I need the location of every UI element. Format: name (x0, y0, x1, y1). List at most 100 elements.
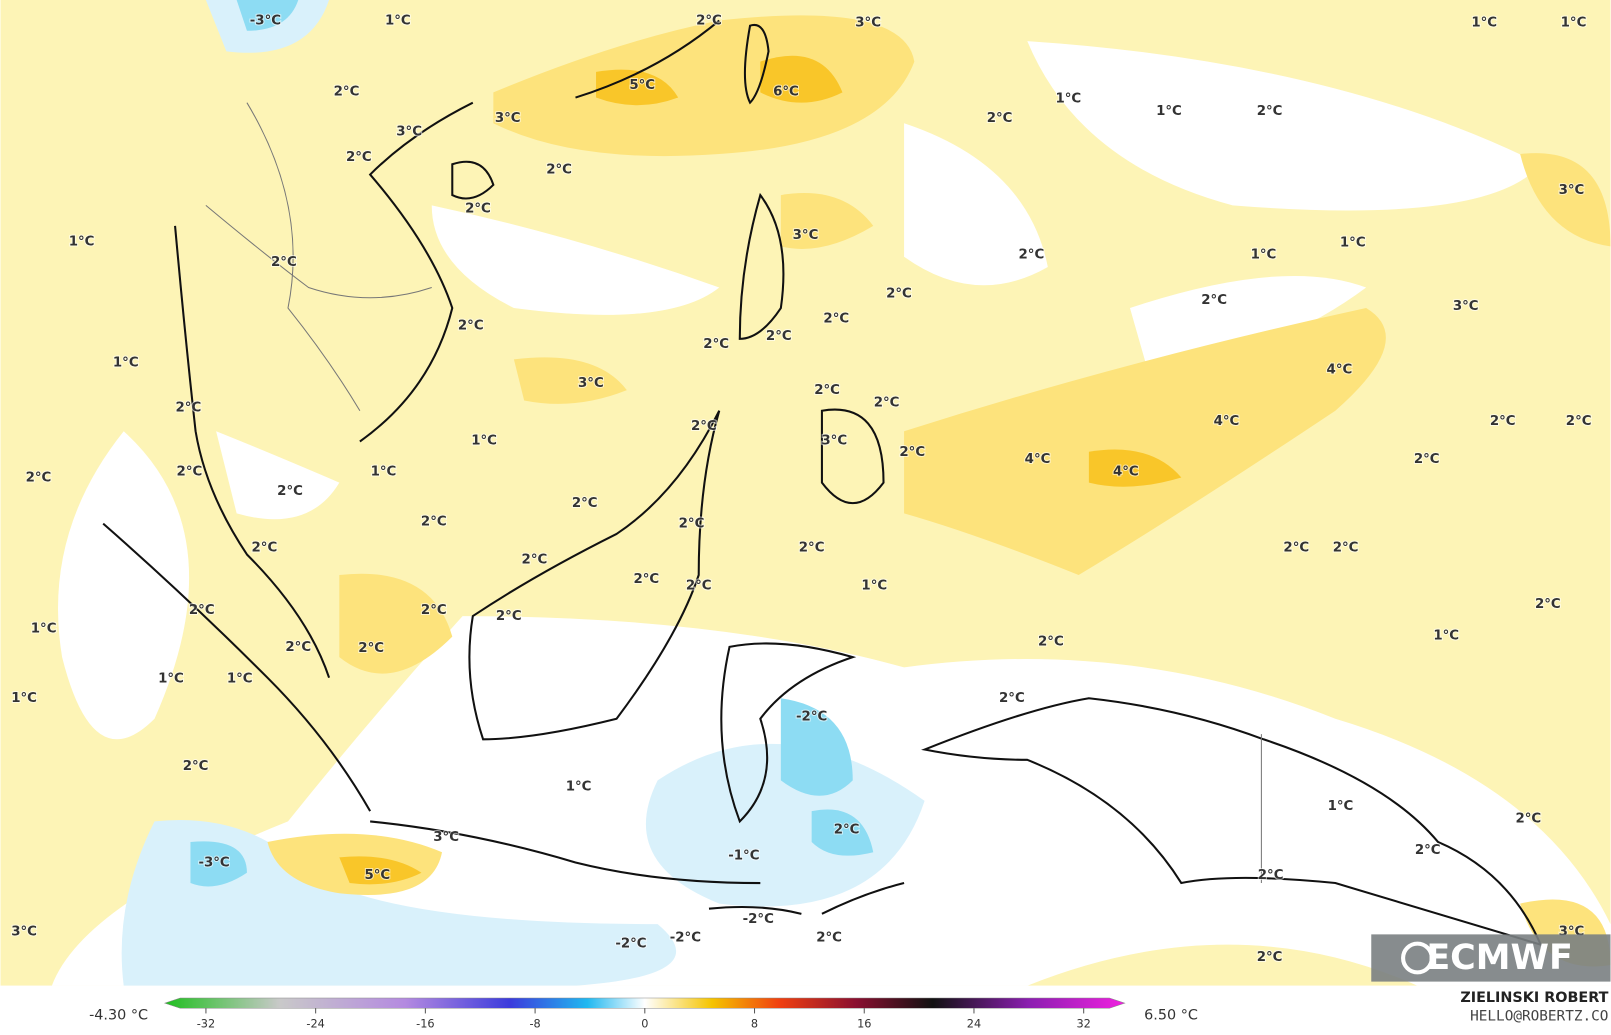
contour-label: 1°C (1471, 16, 1497, 31)
credit-name: ZIELINSKI ROBERT (1460, 990, 1608, 1006)
contour-label: 1°C (1561, 16, 1587, 31)
contour-label: 2°C (1257, 104, 1283, 119)
contour-label: 2°C (285, 640, 311, 655)
contour-label: 2°C (1415, 843, 1441, 858)
contour-label: -2°C (743, 912, 774, 927)
borders (205, 102, 1262, 884)
contour-label: 2°C (1283, 540, 1309, 555)
contour-label: 2°C (1414, 452, 1440, 467)
colorbar-tick-label: -8 (529, 1018, 540, 1031)
contour-label: 2°C (691, 419, 717, 434)
contour-label: 2°C (1019, 248, 1045, 263)
contour-label: -3°C (198, 855, 229, 870)
contour-label: 2°C (183, 759, 209, 774)
contour-label: 3°C (495, 111, 521, 126)
contour-label: 3°C (1559, 183, 1585, 198)
contour-label: 2°C (189, 603, 215, 618)
colorbar-tick-label: 32 (1077, 1018, 1091, 1031)
contour-label: 2°C (874, 395, 900, 410)
logo: ECMWF (1371, 934, 1611, 982)
contour-label: 2°C (799, 540, 825, 555)
contour-label: 1°C (158, 672, 184, 687)
contour-label: 1°C (11, 691, 37, 706)
contour-label: 2°C (277, 484, 303, 499)
contour-label: 5°C (629, 78, 655, 93)
contour-label: 1°C (861, 578, 887, 593)
contour-label: 2°C (176, 401, 202, 416)
contour-label: 2°C (26, 470, 52, 485)
contour-label: 2°C (465, 201, 491, 216)
contour-label: 4°C (1025, 452, 1051, 467)
contour-label: 2°C (546, 162, 572, 177)
contour-label: 2°C (823, 311, 849, 326)
contour-label: 1°C (1251, 248, 1277, 263)
logo-box (1371, 934, 1611, 982)
contour-label: 1°C (385, 14, 411, 29)
contour-label: 2°C (1490, 414, 1516, 429)
contour-label: 2°C (703, 337, 729, 352)
contour-label: 1°C (566, 780, 592, 795)
colorbar-tick-label: -24 (306, 1018, 324, 1031)
contour-label: 2°C (358, 641, 384, 656)
contour-label: 4°C (1327, 363, 1353, 378)
contour-label: 3°C (855, 16, 881, 31)
contour-label: 2°C (177, 464, 203, 479)
contour-label: 1°C (1156, 104, 1182, 119)
contour-label: 2°C (886, 287, 912, 302)
colorbar (163, 997, 1126, 1009)
logo-text: ECMWF (1426, 938, 1573, 978)
colorbar-tick-label: -16 (416, 1018, 434, 1031)
contour-label: 2°C (816, 930, 842, 945)
contour-label: 3°C (396, 124, 422, 139)
contour-label: 2°C (1333, 540, 1359, 555)
contour-label: 4°C (1214, 414, 1240, 429)
contour-label: 3°C (578, 376, 604, 391)
colorbar-min: -4.30 °C (89, 1007, 148, 1023)
contour-label: 2°C (686, 578, 712, 593)
contour-label: 2°C (633, 572, 659, 587)
contour-label: 2°C (1201, 293, 1227, 308)
contour-label: 2°C (696, 14, 722, 29)
contour-label: 2°C (421, 515, 447, 530)
contour-label: 1°C (227, 672, 253, 687)
contour-label: -1°C (728, 848, 759, 863)
contour-label: 2°C (1566, 414, 1592, 429)
footer-bg (0, 985, 1611, 1035)
contour-label: 2°C (1535, 597, 1561, 612)
colorbar-tick-label: 16 (857, 1018, 871, 1031)
colorbar-tick-label: 24 (967, 1018, 981, 1031)
contour-label: -2°C (615, 937, 646, 952)
contour-label: 2°C (252, 540, 278, 555)
colorbar-tick-label: 0 (641, 1018, 648, 1031)
contour-label: 2°C (899, 445, 925, 460)
contour-label: 2°C (421, 603, 447, 618)
credit-contact: HELLO@ROBERTZ.CO (1470, 1009, 1608, 1025)
contour-label: 2°C (679, 517, 705, 532)
contour-label: 2°C (271, 255, 297, 270)
contour-label: 2°C (522, 553, 548, 568)
contour-label: 1°C (1433, 629, 1459, 644)
contour-label: 2°C (987, 111, 1013, 126)
colorbar-tick-label: -32 (197, 1018, 215, 1031)
coastlines (102, 19, 1543, 947)
contour-label: 1°C (1328, 799, 1354, 814)
contour-label: 1°C (471, 433, 497, 448)
contour-label: 3°C (793, 228, 819, 243)
contour-label: -2°C (670, 930, 701, 945)
contour-label: 2°C (1515, 811, 1541, 826)
contour-label: -2°C (796, 710, 827, 725)
contour-label: 1°C (371, 464, 397, 479)
contour-label: 3°C (11, 924, 37, 939)
contour-label: 2°C (814, 383, 840, 398)
contour-label: 1°C (113, 355, 139, 370)
contour-label: 1°C (31, 621, 57, 636)
contour-label: 1°C (1340, 235, 1366, 250)
field (0, 0, 1611, 986)
contour-label: 5°C (364, 868, 390, 883)
contour-label: 6°C (773, 84, 799, 99)
colorbar-max: 6.50 °C (1144, 1007, 1198, 1023)
contour-label: 3°C (821, 433, 847, 448)
contour-label: 2°C (1038, 635, 1064, 650)
contour-label: 2°C (346, 150, 372, 165)
contour-label: 2°C (572, 496, 598, 511)
